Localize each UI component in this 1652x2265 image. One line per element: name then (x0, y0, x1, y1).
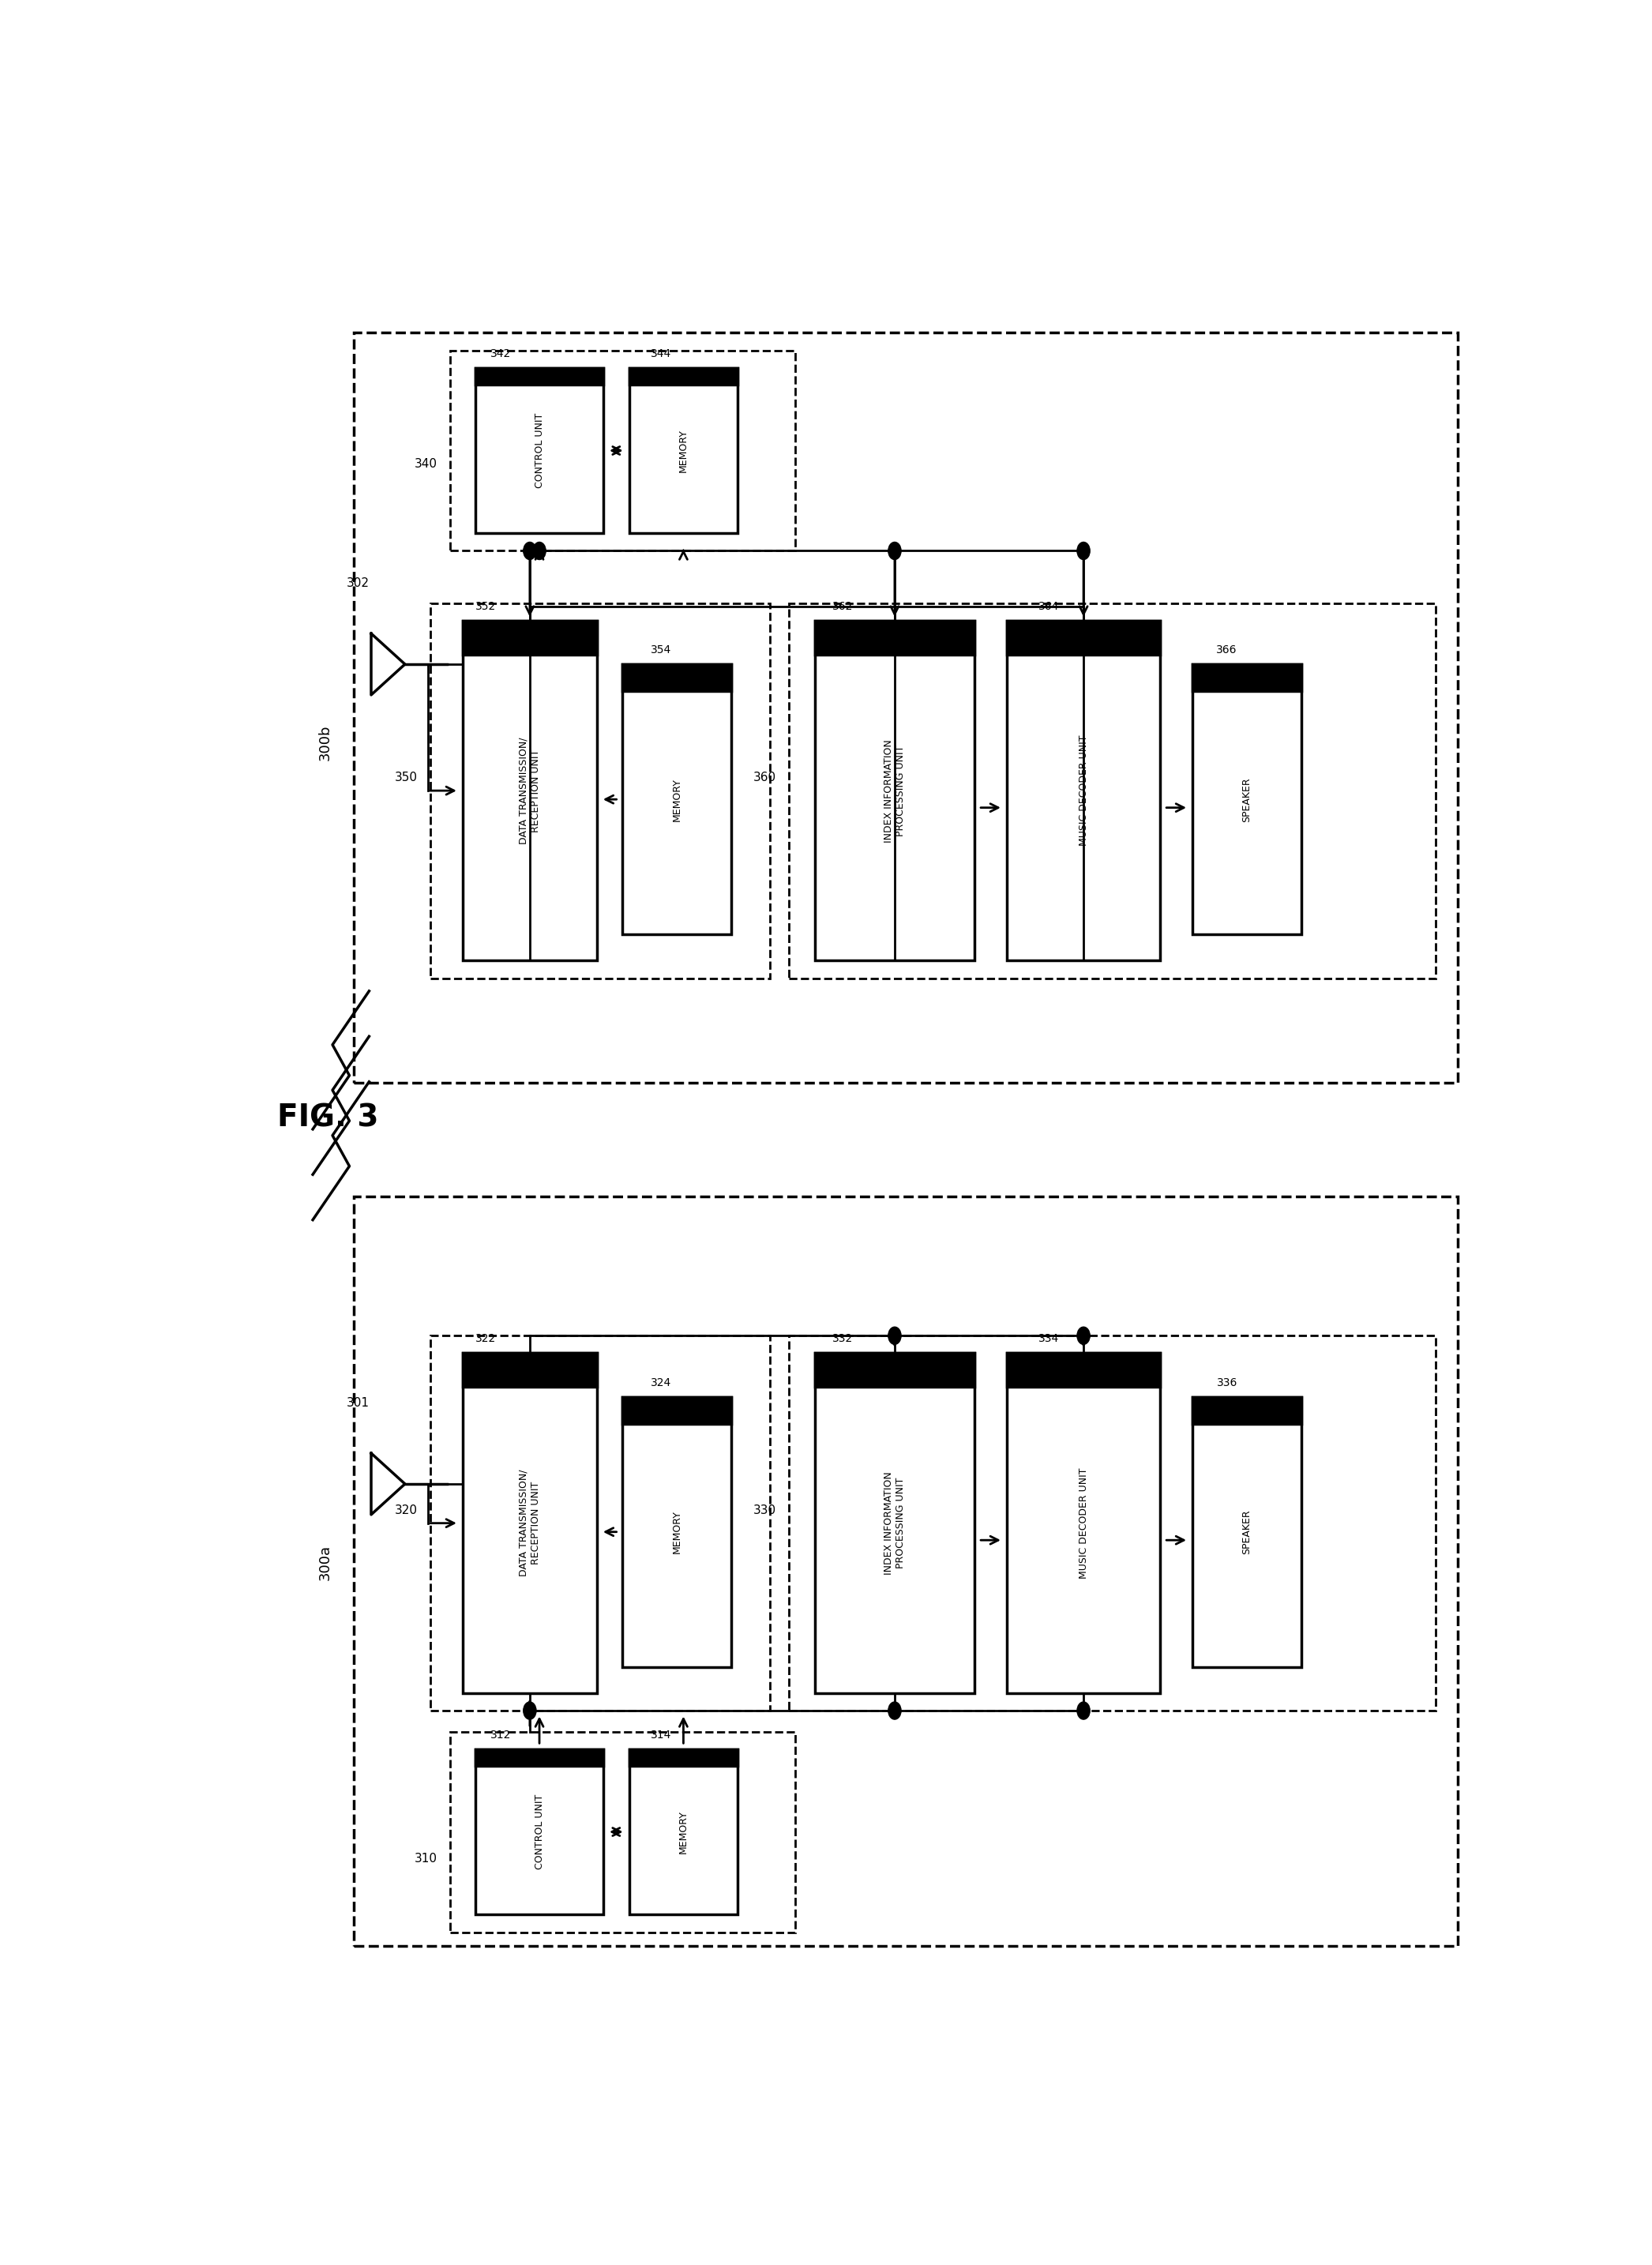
Text: 302: 302 (347, 578, 368, 589)
Bar (354, 333, 1457, 1083)
Bar (1006, 621, 1160, 960)
Text: 352: 352 (476, 600, 496, 612)
Text: 300b: 300b (317, 725, 332, 761)
Text: 366: 366 (1216, 646, 1237, 655)
Circle shape (534, 541, 545, 559)
Bar (1006, 621, 1160, 655)
Text: 362: 362 (833, 600, 852, 612)
Circle shape (889, 541, 900, 559)
Bar (463, 1352, 596, 1386)
Text: 354: 354 (651, 646, 671, 655)
Text: INDEX INFORMATION
PROCESSING UNIT: INDEX INFORMATION PROCESSING UNIT (884, 1472, 905, 1574)
Text: MEMORY: MEMORY (679, 428, 689, 471)
Text: 312: 312 (491, 1728, 512, 1740)
Circle shape (1077, 1701, 1090, 1719)
Bar (623, 1398, 732, 1425)
Circle shape (524, 541, 537, 559)
Text: 320: 320 (395, 1504, 418, 1515)
Text: 342: 342 (491, 349, 512, 358)
Bar (1006, 1352, 1160, 1694)
Text: FIG. 3: FIG. 3 (278, 1103, 378, 1132)
Text: 340: 340 (415, 458, 436, 469)
Bar (431, 602, 770, 978)
Bar (623, 664, 732, 691)
Text: MUSIC DECODER UNIT: MUSIC DECODER UNIT (1079, 736, 1089, 847)
Bar (814, 621, 975, 960)
Bar (476, 1749, 603, 1914)
Bar (431, 1336, 770, 1710)
Bar (629, 1749, 738, 1914)
Text: 300a: 300a (317, 1545, 332, 1581)
Bar (449, 1730, 796, 1932)
Bar (463, 621, 596, 655)
Bar (790, 602, 1436, 978)
Text: 344: 344 (651, 349, 671, 358)
Text: 336: 336 (1216, 1377, 1237, 1388)
Text: CONTROL UNIT: CONTROL UNIT (534, 412, 545, 489)
Bar (629, 367, 738, 385)
Text: DATA TRANSMISSION/
RECEPTION UNIT: DATA TRANSMISSION/ RECEPTION UNIT (519, 1470, 540, 1576)
Circle shape (524, 1701, 537, 1719)
Circle shape (889, 1327, 900, 1345)
Bar (629, 367, 738, 535)
Bar (623, 664, 732, 935)
Bar (1193, 1398, 1302, 1425)
Bar (790, 1336, 1436, 1710)
Text: 330: 330 (753, 1504, 776, 1515)
Text: 310: 310 (415, 1853, 436, 1864)
Bar (463, 1352, 596, 1694)
Text: 364: 364 (1039, 600, 1059, 612)
Text: SPEAKER: SPEAKER (1242, 777, 1252, 822)
Circle shape (1077, 541, 1090, 559)
Bar (449, 351, 796, 550)
Bar (814, 1352, 975, 1386)
Bar (476, 367, 603, 535)
Text: MEMORY: MEMORY (672, 777, 682, 820)
Text: 322: 322 (476, 1334, 496, 1345)
Bar (623, 1398, 732, 1667)
Bar (354, 1196, 1457, 1946)
Text: 324: 324 (651, 1377, 671, 1388)
Text: 360: 360 (753, 772, 776, 784)
Text: CONTROL UNIT: CONTROL UNIT (534, 1794, 545, 1869)
Bar (476, 1749, 603, 1767)
Text: MEMORY: MEMORY (672, 1511, 682, 1554)
Bar (1006, 1352, 1160, 1386)
Bar (476, 367, 603, 385)
Bar (1193, 664, 1302, 935)
Circle shape (889, 1701, 900, 1719)
Bar (814, 1352, 975, 1694)
Text: SPEAKER: SPEAKER (1242, 1508, 1252, 1554)
Text: 334: 334 (1039, 1334, 1059, 1345)
Text: INDEX INFORMATION
PROCESSING UNIT: INDEX INFORMATION PROCESSING UNIT (884, 738, 905, 843)
Text: MUSIC DECODER UNIT: MUSIC DECODER UNIT (1079, 1468, 1089, 1579)
Text: 301: 301 (347, 1398, 368, 1409)
Text: DATA TRANSMISSION/
RECEPTION UNIT: DATA TRANSMISSION/ RECEPTION UNIT (519, 736, 540, 845)
Bar (1193, 1398, 1302, 1667)
Bar (629, 1749, 738, 1767)
Text: MEMORY: MEMORY (679, 1810, 689, 1853)
Text: 332: 332 (833, 1334, 852, 1345)
Bar (814, 621, 975, 655)
Text: 350: 350 (395, 772, 418, 784)
Text: 314: 314 (651, 1728, 671, 1740)
Bar (463, 621, 596, 960)
Circle shape (1077, 1327, 1090, 1345)
Bar (1193, 664, 1302, 691)
